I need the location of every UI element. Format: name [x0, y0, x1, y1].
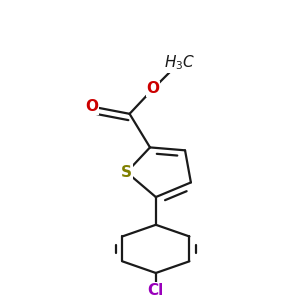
Text: $H_3C$: $H_3C$	[164, 53, 195, 72]
Text: S: S	[121, 165, 132, 180]
Text: O: O	[146, 82, 159, 97]
Text: O: O	[85, 99, 98, 114]
Text: Cl: Cl	[148, 283, 164, 298]
